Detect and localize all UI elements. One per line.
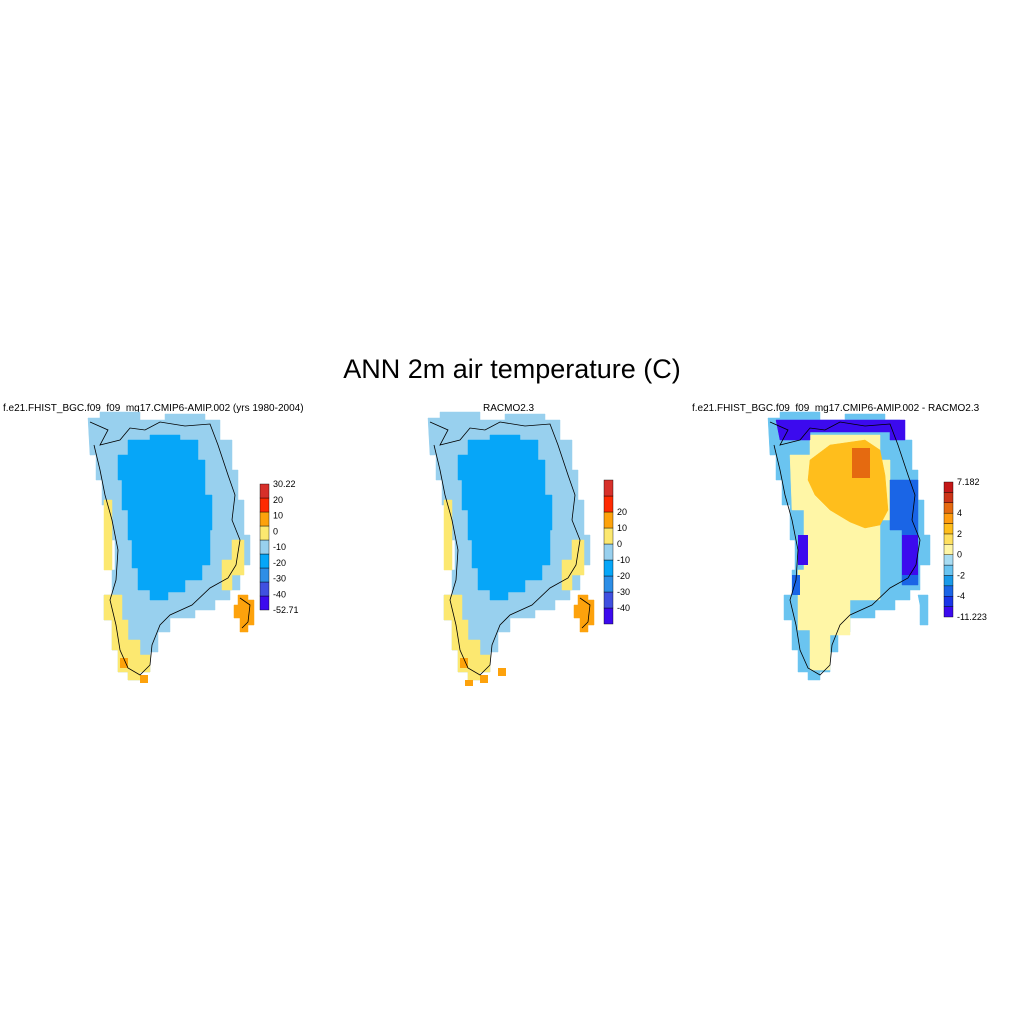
- colorbar-racmo: -40 -30 -20 -10 0 10 20: [603, 479, 630, 625]
- diff-island: [917, 594, 929, 626]
- panel-title-model: f.e21.FHIST_BGC.f09_f09_mg17.CMIP6-AMIP.…: [3, 403, 304, 414]
- coastal-band-west: [103, 499, 113, 571]
- warm-cell: [120, 658, 128, 668]
- warm-cell: [480, 675, 488, 683]
- colorbar-tick-label: -52.71: [273, 605, 299, 615]
- colorbar-tick-label: 10: [617, 523, 627, 533]
- coastal-band-east: [561, 539, 585, 591]
- coastline-island: [239, 597, 251, 629]
- warm-cell: [140, 675, 148, 683]
- warm-cell: [465, 680, 473, 686]
- ice-sheet-interior: [117, 434, 213, 601]
- colorbar-tick-label: -11.223: [957, 612, 987, 622]
- colorbar-tick-label: -10: [617, 555, 630, 565]
- colorbar-tick-label: 2: [957, 529, 962, 539]
- colorbar-tick-label: -20: [617, 571, 630, 581]
- colorbar-swatch: [943, 523, 954, 535]
- colorbar-tick-label: 30.22: [273, 480, 296, 489]
- colorbar-tick-label: -4: [957, 591, 965, 601]
- colorbar-tick-label: 0: [957, 550, 962, 560]
- coastline-island: [579, 597, 591, 629]
- figure-title: ANN 2m air temperature (C): [343, 354, 681, 384]
- colorbar-swatch: [943, 575, 954, 587]
- colorbar-tick-label: 10: [273, 511, 283, 521]
- diff-hot-cell: [852, 448, 870, 478]
- colorbar-swatch: [943, 502, 954, 514]
- colorbar-tick-label: -2: [957, 570, 965, 580]
- warm-cell: [460, 658, 468, 668]
- colorbar-swatch: [259, 483, 270, 499]
- colorbar-swatch: [603, 479, 614, 497]
- colorbar-swatch: [943, 481, 954, 493]
- diff-cold-cell: [902, 535, 918, 575]
- colorbar-swatch: [943, 585, 954, 597]
- colorbar-tick-label: -40: [273, 589, 286, 599]
- colorbar-tick-label: -30: [273, 574, 286, 584]
- colorbar-swatch: [943, 606, 954, 618]
- colorbar-swatch: [943, 544, 954, 555]
- colorbar-tick-label: 7.182: [957, 478, 980, 487]
- colorbar-swatch: [943, 492, 954, 503]
- colorbar-swatch: [943, 564, 954, 576]
- ice-sheet-interior: [457, 434, 553, 601]
- diff-cold-cell: [798, 535, 808, 565]
- coastline: [429, 421, 581, 676]
- colorbar-tick-label: -30: [617, 587, 630, 597]
- colorbar-tick-label: -20: [273, 558, 286, 568]
- map-racmo: [427, 411, 595, 686]
- coastal-band-west: [443, 499, 453, 571]
- warm-cell: [498, 668, 506, 676]
- panel-title-difference: f.e21.FHIST_BGC.f09_f09_mg17.CMIP6-AMIP.…: [692, 403, 980, 414]
- colorbar-swatch: [943, 596, 954, 607]
- colorbar-tick-label: 0: [617, 539, 622, 549]
- map-model: [87, 411, 255, 683]
- colorbar-swatch: [943, 533, 954, 545]
- colorbar-difference: -11.223 -4 -2 0 2 4 7.182: [943, 478, 987, 622]
- colorbar-swatch: [943, 554, 954, 566]
- coastline: [769, 421, 921, 676]
- coastline: [89, 421, 241, 676]
- map-difference: [767, 411, 931, 681]
- diff-cold-cell: [792, 575, 800, 595]
- colorbar-tick-label: -40: [617, 603, 630, 613]
- panel-title-racmo: RACMO2.3: [483, 403, 535, 414]
- colorbar-swatch: [943, 512, 954, 524]
- colorbar-model: -52.71 -40 -30 -20 -10 0 10 20 30.22: [259, 480, 299, 615]
- colorbar-tick-label: 0: [273, 526, 278, 536]
- colorbar-tick-label: 20: [273, 495, 283, 505]
- coastal-band-east: [221, 539, 245, 591]
- colorbar-tick-label: 20: [617, 507, 627, 517]
- colorbar-tick-label: 4: [957, 508, 962, 518]
- colorbar-tick-label: -10: [273, 542, 286, 552]
